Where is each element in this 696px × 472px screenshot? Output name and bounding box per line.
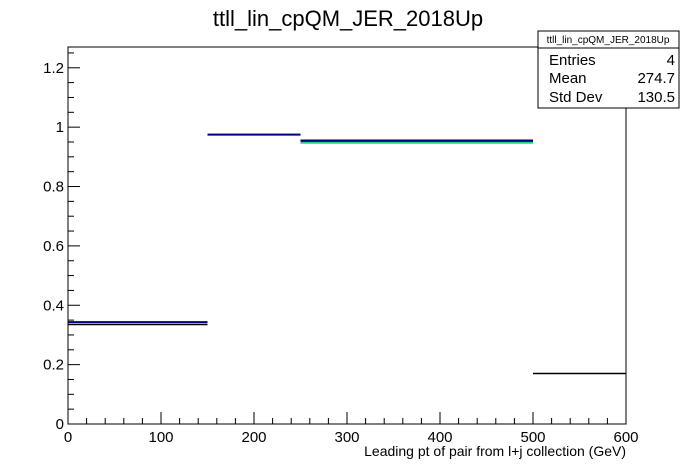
x-tick-label: 400 bbox=[427, 429, 452, 446]
x-tick-label: 600 bbox=[613, 429, 638, 446]
stats-box-title: ttll_lin_cpQM_JER_2018Up bbox=[547, 35, 670, 46]
stats-entries-label: Entries bbox=[549, 52, 596, 69]
y-axis: 0 0.2 0.4 0.6 0.8 1 1.2 bbox=[43, 52, 80, 433]
y-tick-label: 1 bbox=[56, 119, 64, 136]
y-tick-label: 0 bbox=[56, 416, 64, 433]
y-tick-label: 0.6 bbox=[43, 238, 64, 255]
stats-stddev-label: Std Dev bbox=[549, 89, 603, 106]
stats-mean-value: 274.7 bbox=[637, 70, 675, 87]
stats-box: ttll_lin_cpQM_JER_2018Up Entries 4 Mean … bbox=[537, 30, 680, 109]
chart-title: ttll_lin_cpQM_JER_2018Up bbox=[213, 6, 483, 31]
x-axis: 0 100 200 300 400 500 600 bbox=[64, 412, 639, 446]
y-tick-label: 0.8 bbox=[43, 179, 64, 196]
y-tick-label: 1.2 bbox=[43, 60, 64, 77]
y-tick-label: 0.2 bbox=[43, 357, 64, 374]
x-tick-label: 500 bbox=[520, 429, 545, 446]
x-tick-label: 100 bbox=[148, 429, 173, 446]
stats-mean-label: Mean bbox=[549, 70, 587, 87]
x-axis-title: Leading pt of pair from l+j collection (… bbox=[364, 443, 626, 459]
x-tick-label: 300 bbox=[334, 429, 359, 446]
histogram-series bbox=[68, 133, 626, 375]
y-tick-label: 0.4 bbox=[43, 297, 64, 314]
x-tick-label: 0 bbox=[64, 429, 72, 446]
stats-stddev-value: 130.5 bbox=[637, 89, 675, 106]
stats-entries-value: 4 bbox=[667, 52, 675, 69]
x-tick-label: 200 bbox=[241, 429, 266, 446]
